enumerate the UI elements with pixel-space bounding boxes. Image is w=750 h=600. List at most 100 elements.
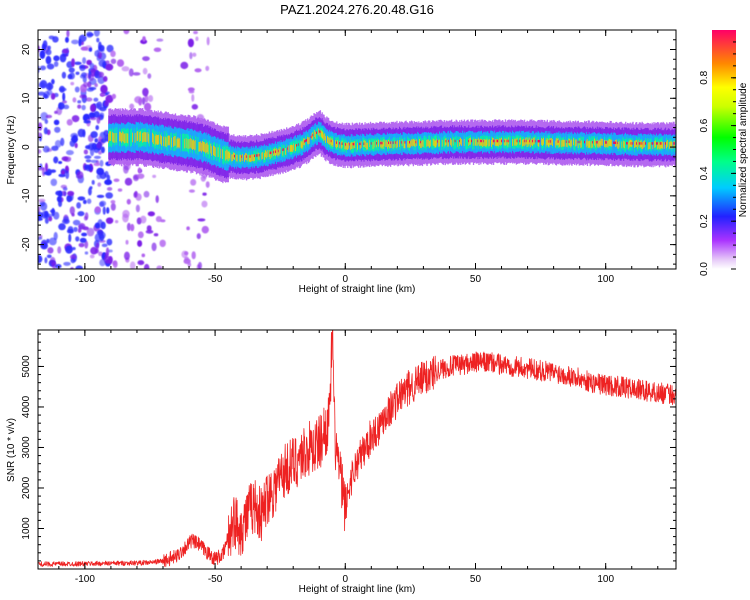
spectrogram-ridge-cell xyxy=(402,137,405,151)
spectrogram-ridge-cell xyxy=(348,141,350,149)
spectrogram-ridge-cell xyxy=(498,139,500,147)
spectrogram-ridge-cell xyxy=(422,140,425,148)
spectrogram-noise-blob xyxy=(143,102,152,112)
spectrogram-ridge-cell xyxy=(119,131,121,142)
spectrogram-ridge-cell xyxy=(278,148,281,156)
spectrogram-noise-blob xyxy=(129,261,136,269)
spectrogram-ridge-cell xyxy=(137,131,139,141)
colorbar-tick-label: 0.2 xyxy=(699,214,710,228)
spectrogram-ridge-cell xyxy=(183,133,185,151)
y-tick-label: 2000 xyxy=(21,476,32,499)
spectrogram-ridge-cell xyxy=(461,139,463,146)
spectrogram-ridge-cell xyxy=(267,149,270,162)
colorbar: 0.0 0.2 0.4 0.6 0.8 Normalized spectral ampl… xyxy=(699,30,749,276)
spectrogram-ridge-cell xyxy=(213,145,215,156)
spectrogram-ridge-cell xyxy=(210,143,212,154)
spectrogram-ridge-cell xyxy=(115,132,117,143)
spectrogram-ridge-cell xyxy=(660,141,662,149)
y-tick-label: 10 xyxy=(21,92,32,104)
spectrogram-noise-blob xyxy=(105,63,114,71)
spectrogram-ridge-cell xyxy=(502,135,505,148)
spectrogram-noise-blob xyxy=(104,179,113,186)
x-tick-label: 0 xyxy=(343,574,349,585)
colorbar-tick-label: 0.6 xyxy=(699,118,710,132)
spectrogram-ridge-cell xyxy=(451,134,454,147)
spectrogram-noise-blob xyxy=(135,193,142,201)
spectrogram-ridge-cell xyxy=(415,137,417,151)
spectrogram-ridge-cell xyxy=(530,140,532,148)
spectrogram-noise-blob xyxy=(83,215,88,221)
spectrogram-ridge-cell xyxy=(377,137,379,150)
colorbar-tick-label: 0.4 xyxy=(699,166,710,180)
spectrogram-noise-blob xyxy=(78,38,82,47)
spectrogram-ridge-cell xyxy=(574,139,577,147)
spectrogram-ridge-cell xyxy=(317,126,319,140)
spectrogram-noise-blob xyxy=(83,149,89,155)
spectrogram-ridge-cell xyxy=(663,135,665,156)
spectrogram-ridge-cell xyxy=(300,140,302,148)
spectrogram-noise-blob xyxy=(141,97,146,105)
spectrogram-ridge-cell xyxy=(293,143,295,151)
spectrogram-noise-blob xyxy=(78,242,85,248)
spectrogram-ridge-cell xyxy=(143,131,146,142)
spectrogram-ridge-cell xyxy=(468,139,470,146)
spectrogram-noise-blob xyxy=(86,198,92,204)
spectrogram-ridge-cell xyxy=(559,139,561,147)
spectrogram-ridge-cell xyxy=(499,138,501,146)
spectrogram-ridge-cell xyxy=(222,149,224,159)
spectrogram-ridge-cell xyxy=(543,137,545,145)
spectrogram-noise-blob xyxy=(147,73,152,79)
spectrogram-noise-blob xyxy=(85,145,91,150)
spectrogram-noise-blob xyxy=(94,83,98,88)
spectrogram-ridge-cell xyxy=(148,133,150,144)
spectrogram-ridge-cell xyxy=(479,139,481,147)
spectrogram-noise-blob xyxy=(83,81,89,88)
spectrogram-ridge-cell xyxy=(177,137,179,147)
spectrogram-ridge-cell xyxy=(585,140,588,148)
spectrogram-ridge-cell xyxy=(565,139,568,147)
spectrogram-noise-blob xyxy=(94,233,101,242)
spectrogram-noise-blob xyxy=(88,47,93,52)
spectrogram-noise-blob xyxy=(142,87,149,97)
spectrogram-ridge-cell xyxy=(230,145,232,167)
spectrogram-ridge-cell xyxy=(460,137,462,145)
spectrogram-ridge-cell xyxy=(246,154,249,162)
spectrogram-ridge-cell xyxy=(110,131,112,141)
spectrogram-noise-blob xyxy=(54,140,62,148)
spectrogram-ridge-cell xyxy=(214,146,216,156)
spectrogram-ridge-cell xyxy=(200,141,202,151)
spectrogram-noise-blob xyxy=(69,254,77,260)
spectrogram-noise-blob xyxy=(71,115,80,123)
spectrogram-ridge-cell xyxy=(643,140,645,148)
spectrogram-ridge-cell xyxy=(467,136,469,150)
spectrogram-ridge-cell xyxy=(316,128,318,141)
spectrogram-ridge-cell xyxy=(567,137,569,151)
spectrogram-ridge-cell xyxy=(451,139,453,147)
spectrogram-noise-blob xyxy=(82,226,89,231)
spectrogram-ridge-cell xyxy=(670,140,672,148)
spectrogram-noise-blob xyxy=(93,30,100,37)
spectrogram-ridge-cell xyxy=(121,131,124,142)
spectrogram-ridge-cell xyxy=(403,141,405,149)
spectrogram-ridge-cell xyxy=(309,128,312,150)
spectrogram-noise-blob xyxy=(94,206,101,214)
spectrogram-noise-blob xyxy=(93,155,102,160)
spectrogram-ridge-cell xyxy=(249,154,251,162)
spectrogram-ridge-cell xyxy=(279,147,281,154)
spectrogram-ridge-cell xyxy=(140,131,142,141)
spectrogram-ridge-cell xyxy=(591,141,593,149)
spectrogram-noise-blob xyxy=(44,217,49,224)
spectrogram-noise-blob xyxy=(96,142,102,149)
spectrogram-ridge-cell xyxy=(490,130,492,151)
spectrogram-noise-blob xyxy=(110,58,117,64)
spectrogram-noise-blob xyxy=(121,66,130,72)
spectrogram-ridge-cell xyxy=(296,141,299,154)
spectrogram-ridge-cell xyxy=(172,128,174,157)
spectrogram-ridge-cell xyxy=(174,136,177,146)
spectrogram-noise-blob xyxy=(58,161,63,165)
spectrogram-noise-blob xyxy=(46,254,52,259)
spectrogram-ridge-cell xyxy=(130,129,132,147)
spectrogram-ridge-cell xyxy=(209,140,211,158)
